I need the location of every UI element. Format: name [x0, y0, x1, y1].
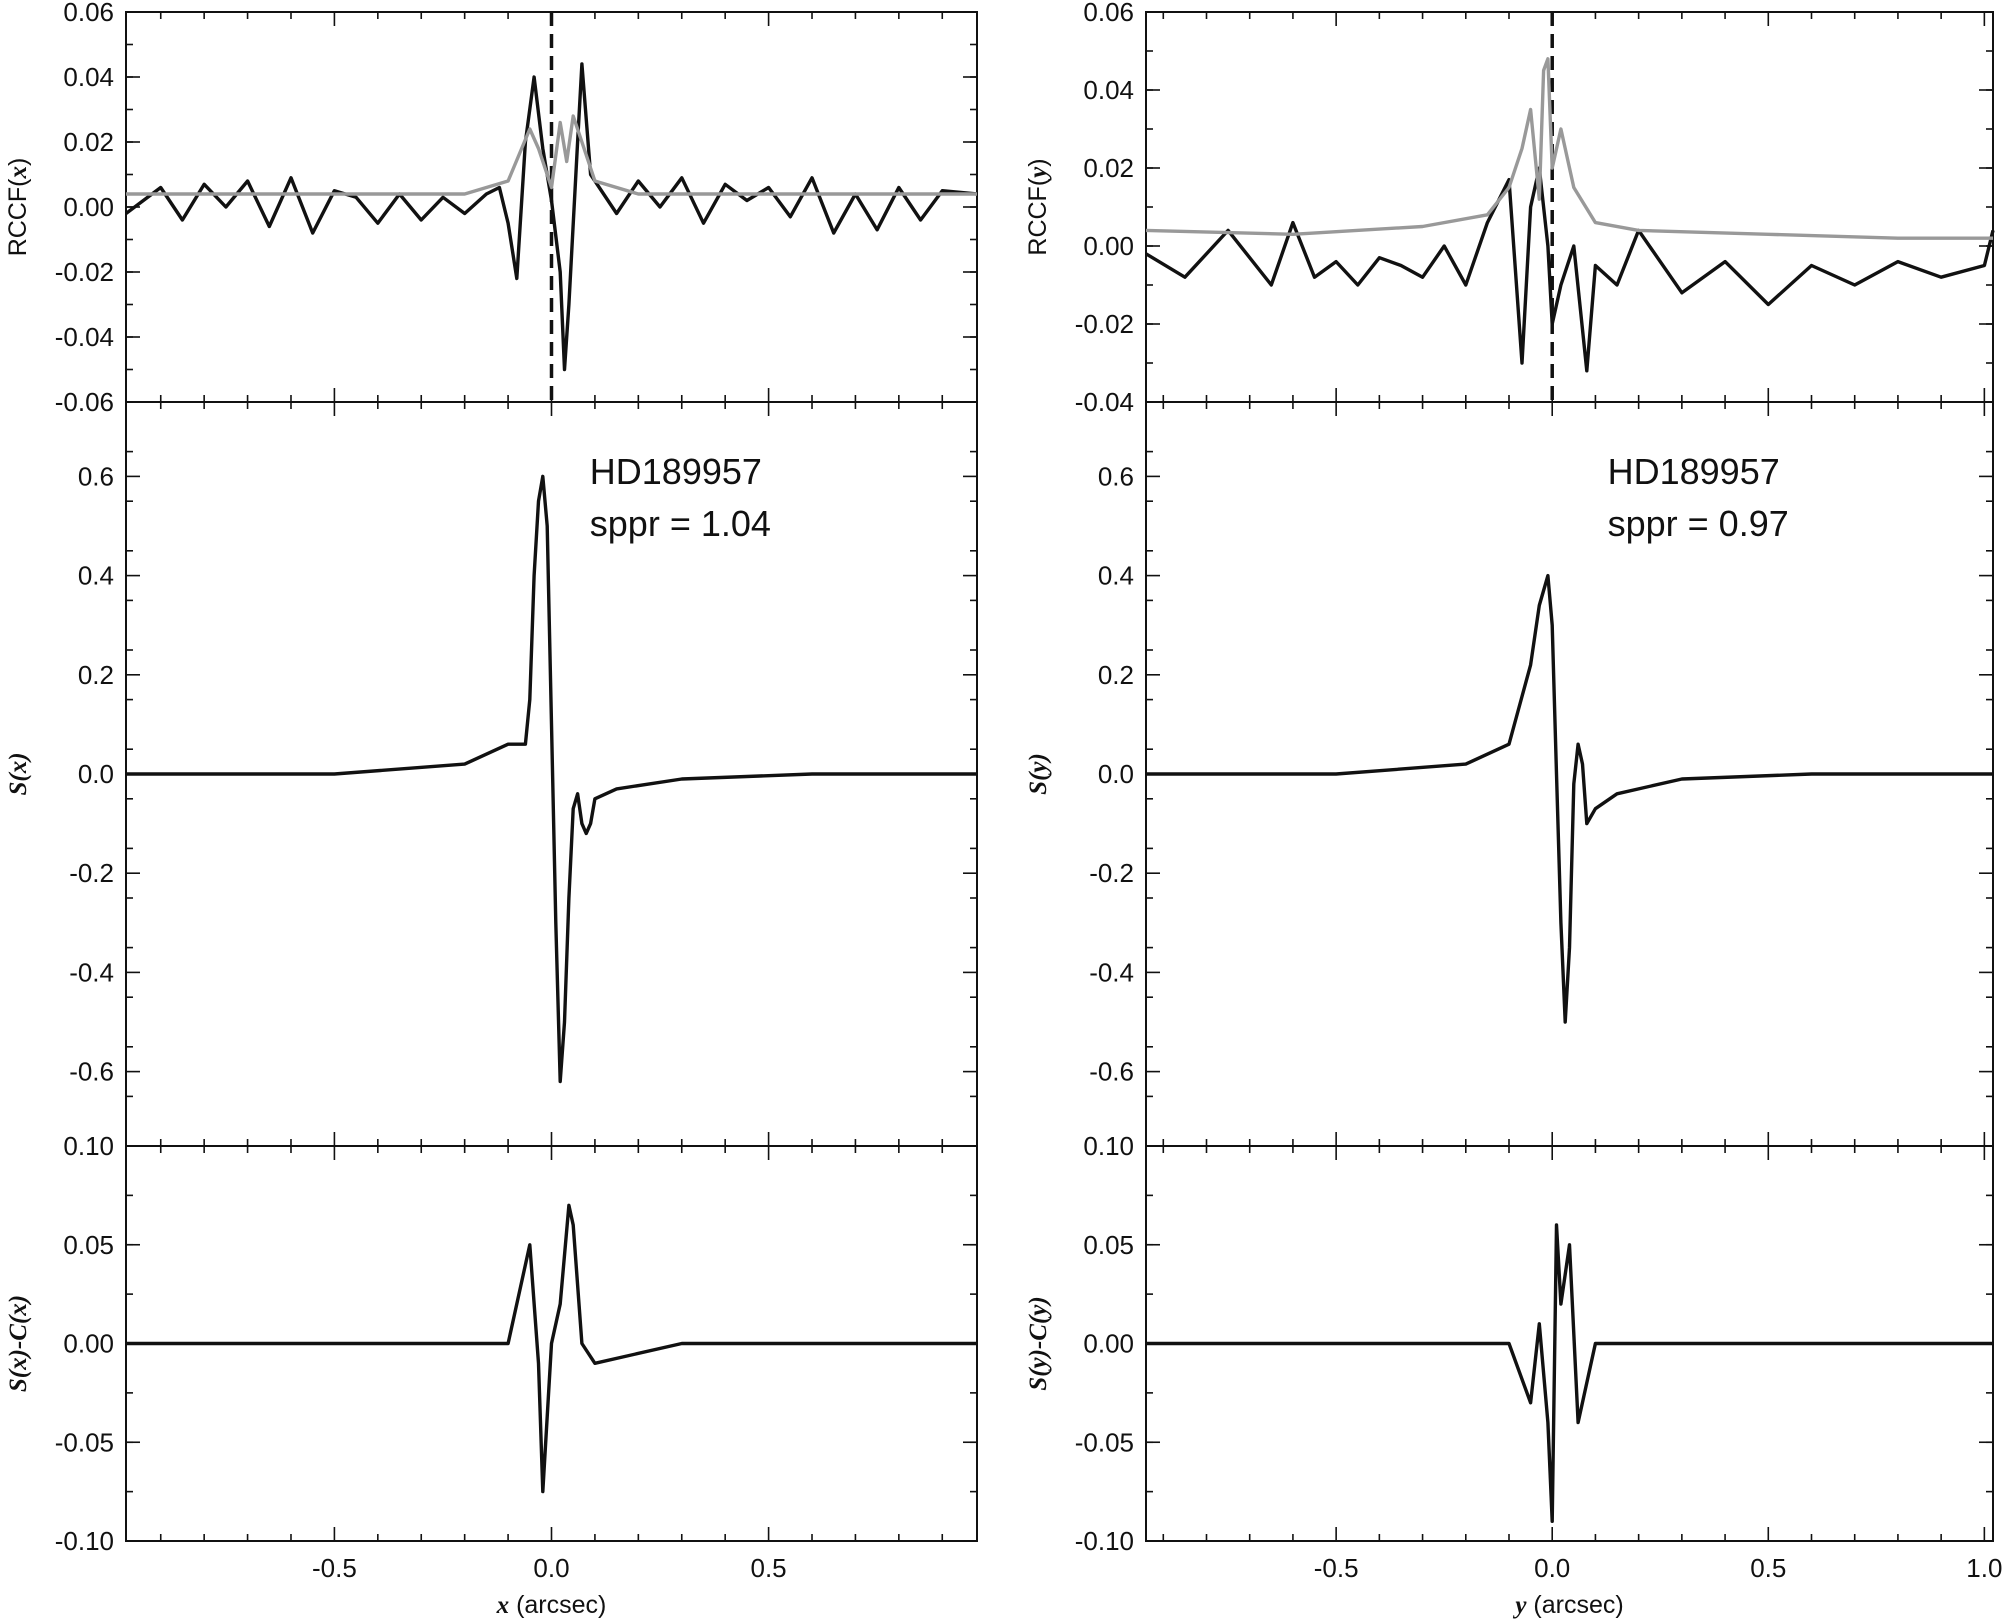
y-tick-label: -0.02 — [55, 257, 114, 287]
y-tick-label: 0.06 — [1083, 0, 1134, 27]
x-axis-label: x (arcsec) — [496, 1591, 607, 1619]
series-line-black — [126, 1203, 977, 1494]
series-line-black — [1146, 1223, 1993, 1523]
y-tick-label: 0.06 — [63, 0, 114, 27]
y-tick-label: -0.10 — [55, 1526, 114, 1556]
panel-left-bottom: -0.10 -0.05 0.00 0.05 0.10 -0.5 0.0 0.5 S(x)-C(x… — [5, 1131, 978, 1619]
series-line-gray — [1145, 57, 1993, 240]
annotation-text: sppr = 1.04 — [590, 503, 771, 544]
y-tick-label: -0.4 — [69, 957, 114, 987]
panel-right-bottom: -0.10 -0.05 0.00 0.05 0.10 -0.5 0.0 0.5 1.0 S(y)-… — [1025, 1131, 2002, 1619]
y-tick-label: 0.04 — [63, 62, 114, 92]
series-line-black — [1145, 166, 1995, 373]
y-tick-label: 0.10 — [63, 1131, 114, 1161]
y-tick-label: -0.4 — [1089, 957, 1134, 987]
series-line-black — [124, 62, 978, 372]
y-tick-label: -0.04 — [55, 322, 114, 352]
y-axis-label: S(x)-C(x) — [5, 1295, 32, 1392]
y-tick-label: -0.02 — [1075, 309, 1134, 339]
x-axis-label: y (arcsec) — [1512, 1591, 1623, 1619]
y-tick-label: -0.04 — [1075, 387, 1134, 417]
y-tick-label: 0.0 — [78, 759, 114, 789]
series-line-black — [126, 474, 977, 1084]
y-tick-label: -0.2 — [1089, 858, 1134, 888]
y-tick-label: 0.6 — [78, 461, 114, 491]
x-tick-label: 1.0 — [1966, 1553, 2002, 1583]
x-tick-label: -0.5 — [312, 1553, 357, 1583]
y-tick-label: -0.05 — [1075, 1427, 1134, 1457]
y-tick-label: -0.05 — [55, 1427, 114, 1457]
annotation-text: HD189957 — [1608, 451, 1780, 492]
panel-right-top: -0.04 -0.02 0.00 0.02 0.04 0.06 RCCF(y) — [1024, 0, 1995, 417]
plot-frame — [1145, 11, 1994, 403]
series-line-gray — [126, 114, 977, 196]
y-tick-label: 0.00 — [1083, 1329, 1134, 1359]
y-axis-label: S(x) — [5, 752, 32, 795]
series-line-black — [1146, 573, 1993, 1024]
y-axis-label: RCCF(y) — [1024, 158, 1052, 255]
y-tick-label: 0.00 — [63, 1329, 114, 1359]
x-tick-label: 0.5 — [1750, 1553, 1786, 1583]
panel-right-middle: -0.6 -0.4 -0.2 0.0 0.2 0.4 0.6 S(y) HD189957 sppr… — [1025, 401, 1994, 1147]
y-tick-label: -0.6 — [69, 1057, 114, 1087]
y-tick-label: 0.2 — [1098, 660, 1134, 690]
y-tick-label: 0.2 — [78, 660, 114, 690]
y-tick-label: 0.05 — [63, 1230, 114, 1260]
y-tick-label: 0.00 — [63, 192, 114, 222]
y-axis-label: S(y) — [1025, 753, 1052, 795]
y-tick-label: 0.0 — [1098, 759, 1134, 789]
annotation-text: sppr = 0.97 — [1608, 503, 1789, 544]
x-tick-label: 0.0 — [1534, 1553, 1570, 1583]
y-tick-label: 0.00 — [1083, 231, 1134, 261]
y-tick-label: 0.02 — [63, 127, 114, 157]
panel-left-middle: -0.6 -0.4 -0.2 0.0 0.2 0.4 0.6 S(x) HD189957 sppr… — [5, 401, 978, 1147]
annotation-text: HD189957 — [590, 451, 762, 492]
y-tick-label: 0.05 — [1083, 1230, 1134, 1260]
y-axis-label: S(y)-C(y) — [1025, 1296, 1052, 1390]
y-tick-label: 0.6 — [1098, 461, 1134, 491]
y-tick-label: -0.2 — [69, 858, 114, 888]
x-tick-label: 0.5 — [751, 1553, 787, 1583]
panel-left-top: -0.06 -0.04 -0.02 0.00 0.02 0.04 0.06 RCCF(x) — [4, 0, 978, 417]
y-tick-label: 0.04 — [1083, 75, 1134, 105]
y-tick-label: -0.10 — [1075, 1526, 1134, 1556]
y-tick-label: -0.6 — [1089, 1057, 1134, 1087]
y-tick-label: 0.4 — [78, 561, 114, 591]
x-tick-label: 0.0 — [533, 1553, 569, 1583]
y-tick-label: -0.06 — [55, 387, 114, 417]
y-tick-label: 0.10 — [1083, 1131, 1134, 1161]
y-tick-label: 0.02 — [1083, 153, 1134, 183]
y-tick-label: 0.4 — [1098, 561, 1134, 591]
y-axis-label: RCCF(x) — [4, 158, 32, 257]
x-tick-label: -0.5 — [1314, 1553, 1359, 1583]
